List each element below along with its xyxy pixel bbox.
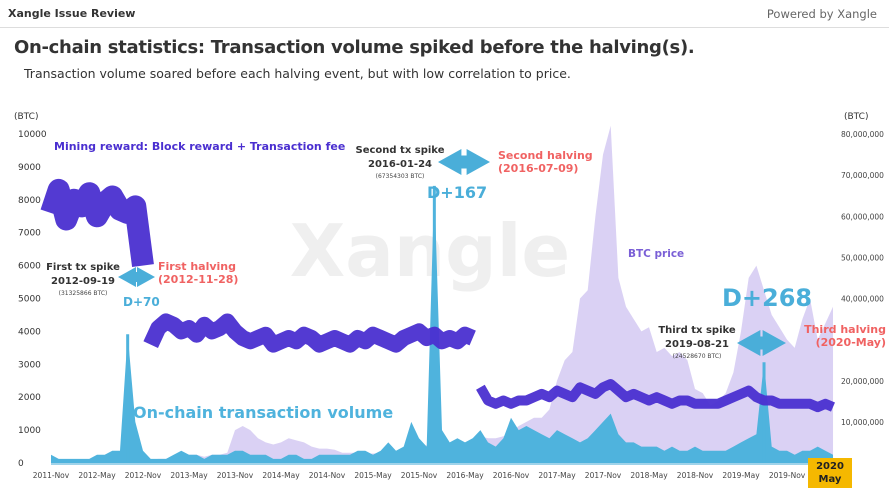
mining-reward-label: Mining reward: Block reward + Transactio… xyxy=(54,140,345,153)
x-end-month: May xyxy=(818,474,842,485)
brand-title: Xangle Issue Review xyxy=(8,7,136,20)
powered-by: Powered by Xangle xyxy=(766,7,877,21)
y-left-tick: 9000 xyxy=(18,163,41,173)
mining-reward-line xyxy=(40,178,154,268)
x-tick: 2012-Nov xyxy=(125,471,162,480)
y-right-tick: 80,000,000 xyxy=(841,130,884,139)
halving-date: (2016-07-09) xyxy=(498,162,578,175)
y-right-tick: 50,000,000 xyxy=(841,253,884,262)
x-tick: 2018-Nov xyxy=(677,471,714,480)
halving-date: (2012-11-28) xyxy=(158,273,238,286)
x-tick: 2012-May xyxy=(78,471,116,480)
halving-date: (2020-May) xyxy=(816,336,886,349)
x-tick: 2019-Nov xyxy=(769,471,806,480)
halving-title: First halving xyxy=(158,260,236,273)
page-title: On-chain statistics: Transaction volume … xyxy=(14,37,695,58)
day-gap-label: D+70 xyxy=(123,295,160,309)
header-divider xyxy=(0,27,889,28)
x-end-label: 2020 May xyxy=(808,458,852,488)
x-tick: 2014-May xyxy=(262,471,300,480)
y-left-tick: 10000 xyxy=(18,130,47,140)
x-tick: 2013-May xyxy=(170,471,208,480)
y-left-tick: 4000 xyxy=(18,327,41,337)
y-left-tick: 1000 xyxy=(18,426,41,436)
day-gap-label: D+268 xyxy=(722,284,812,312)
y-right-tick: 60,000,000 xyxy=(841,212,884,221)
y-left-tick: 8000 xyxy=(18,196,41,206)
y-right-tick: 70,000,000 xyxy=(841,171,884,180)
double-arrow-icon xyxy=(118,267,155,287)
volume-label: On-chain transaction volume xyxy=(133,403,393,422)
spike-date: 2016-01-24 xyxy=(368,159,432,170)
volume-area xyxy=(51,185,834,464)
x-tick: 2013-Nov xyxy=(217,471,254,480)
y-left-tick: 5000 xyxy=(18,295,41,305)
page-subtitle: Transaction volume soared before each ha… xyxy=(24,66,571,81)
halving-title: Third halving xyxy=(804,323,886,336)
btc-price-label: BTC price xyxy=(628,248,684,260)
spike-date: 2019-08-21 xyxy=(665,339,729,350)
x-tick: 2015-Nov xyxy=(401,471,438,480)
y-left-tick: 6000 xyxy=(18,262,41,272)
spike-amount: (24528670 BTC) xyxy=(673,353,722,360)
spike-amount: (31325866 BTC) xyxy=(59,290,108,297)
y-left-tick: 3000 xyxy=(18,360,41,370)
mining-reward-line xyxy=(143,313,476,353)
x-tick: 2016-May xyxy=(446,471,484,480)
price-area xyxy=(51,125,834,464)
spike-title: First tx spike xyxy=(46,262,120,273)
x-tick: 2011-Nov xyxy=(33,471,70,480)
y-right-tick: 40,000,000 xyxy=(841,295,884,304)
y-right-tick: 10,000,000 xyxy=(841,418,884,427)
double-arrow-icon xyxy=(438,149,490,175)
y-left-tick: 7000 xyxy=(18,229,41,239)
double-arrow-icon xyxy=(737,330,786,356)
x-tick: 2016-Nov xyxy=(493,471,530,480)
x-tick: 2015-May xyxy=(354,471,392,480)
y-right-tick: 20,000,000 xyxy=(841,377,884,386)
y-left-tick: 0 xyxy=(18,459,24,469)
y-left-tick: 2000 xyxy=(18,393,41,403)
mining-reward-line xyxy=(476,379,835,413)
halving-title: Second halving xyxy=(498,149,593,162)
day-gap-label: D+167 xyxy=(427,183,487,202)
y-left-label: (BTC) xyxy=(14,112,38,122)
x-tick: 2019-May xyxy=(722,471,760,480)
x-tick: 2017-Nov xyxy=(585,471,622,480)
watermark: Xangle xyxy=(290,209,570,293)
spike-title: Second tx spike xyxy=(356,145,445,156)
x-tick: 2014-Nov xyxy=(309,471,346,480)
x-tick: 2017-May xyxy=(538,471,576,480)
spike-date: 2012-09-19 xyxy=(51,276,115,287)
spike-amount: (67354303 BTC) xyxy=(376,173,425,180)
y-right-label: (BTC) xyxy=(844,112,868,122)
spike-title: Third tx spike xyxy=(658,325,736,336)
x-end-year: 2020 xyxy=(816,461,844,472)
x-tick: 2018-May xyxy=(630,471,668,480)
